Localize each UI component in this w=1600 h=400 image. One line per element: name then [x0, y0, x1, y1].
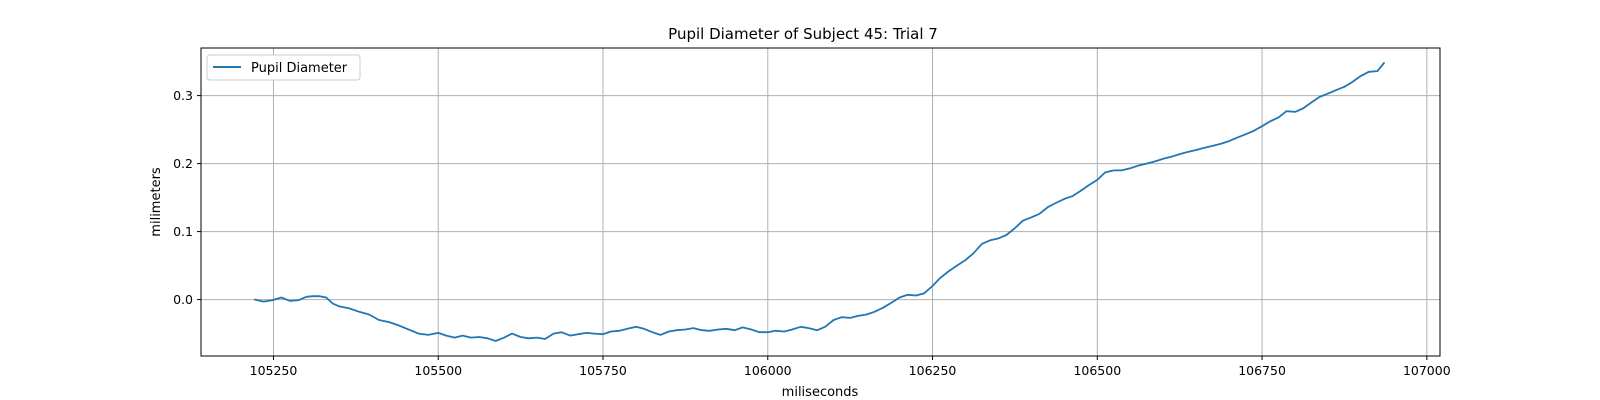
- x-tick-label: 106250: [909, 363, 957, 378]
- x-tick-label: 106500: [1073, 363, 1121, 378]
- legend-label: Pupil Diameter: [251, 61, 348, 76]
- chart-title: Pupil Diameter of Subject 45: Trial 7: [668, 25, 938, 43]
- x-tick-label: 106000: [744, 363, 792, 378]
- x-tick-label: 105750: [579, 363, 627, 378]
- legend-frame: [206, 54, 361, 81]
- y-tick-label: 0.0: [173, 292, 193, 307]
- ticks: 105250 105500 105750 106000 106250 106500 1067…: [173, 88, 1451, 378]
- x-tick-label: 105250: [250, 363, 298, 378]
- x-tick-label: 105500: [414, 363, 462, 378]
- x-tick-label: 107000: [1403, 363, 1451, 378]
- grid: [201, 48, 1440, 356]
- y-tick-label: 0.2: [173, 156, 193, 171]
- x-tick-label: 106750: [1238, 363, 1286, 378]
- series-line-pupil-diameter: [254, 62, 1385, 342]
- y-tick-label: 0.1: [173, 224, 193, 239]
- series-layer: [254, 62, 1385, 342]
- plot-frame: [200, 47, 1441, 357]
- y-axis-label: milimeters: [149, 167, 164, 237]
- x-axis-label: miliseconds: [782, 385, 859, 400]
- y-tick-label: 0.3: [173, 88, 193, 103]
- legend: Pupil Diameter: [206, 54, 361, 81]
